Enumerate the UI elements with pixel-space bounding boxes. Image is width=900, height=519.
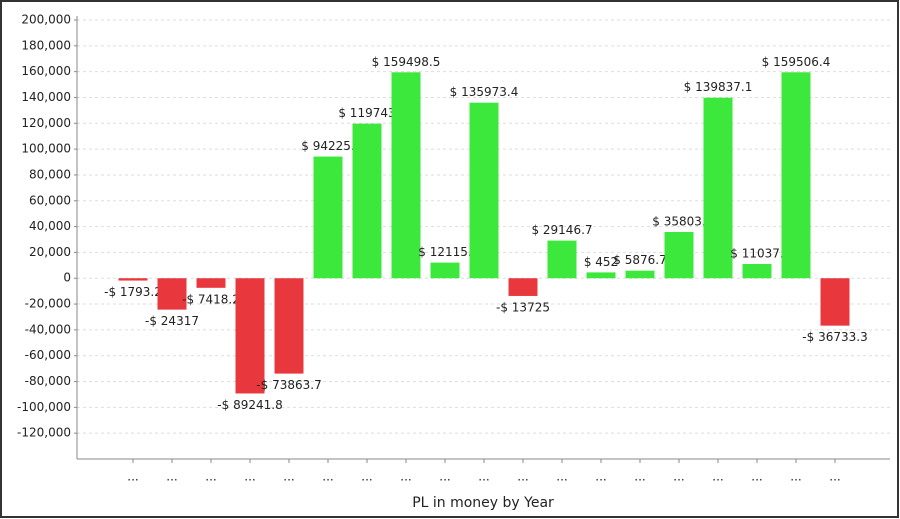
y-tick-label: -80,000 bbox=[25, 374, 71, 388]
data-label: -$ 36733.3 bbox=[802, 330, 867, 344]
x-axis-label: PL in money by Year bbox=[412, 495, 554, 511]
x-tick-label: ... bbox=[673, 470, 684, 484]
bar bbox=[820, 278, 850, 326]
data-label: -$ 73863.7 bbox=[256, 378, 321, 392]
data-label: -$ 13725 bbox=[496, 300, 550, 314]
data-label: $ 135973.4 bbox=[450, 85, 519, 99]
bar bbox=[430, 262, 460, 279]
y-tick-label: 40,000 bbox=[29, 219, 71, 233]
bar bbox=[469, 102, 499, 279]
y-tick-label: 120,000 bbox=[21, 116, 71, 130]
data-label: $ 452 bbox=[584, 255, 618, 269]
y-tick-label: 180,000 bbox=[21, 38, 71, 52]
data-label: -$ 89241.8 bbox=[217, 398, 282, 412]
y-tick-label: 200,000 bbox=[21, 13, 71, 27]
bar bbox=[781, 72, 811, 279]
data-label: $ 119743 bbox=[338, 106, 395, 120]
y-tick-label: -60,000 bbox=[25, 348, 71, 362]
bar bbox=[547, 240, 577, 279]
x-tick-label: ... bbox=[439, 470, 450, 484]
y-tick-label: 0 bbox=[63, 271, 71, 285]
bar bbox=[508, 278, 538, 296]
y-tick-label: 20,000 bbox=[29, 245, 71, 259]
x-tick-label: ... bbox=[205, 470, 216, 484]
data-label: $ 29146.7 bbox=[531, 223, 592, 237]
data-label: -$ 1793.2 bbox=[104, 285, 162, 299]
bar bbox=[352, 123, 382, 279]
x-tick-label: ... bbox=[244, 470, 255, 484]
bar bbox=[313, 156, 343, 279]
data-label: -$ 24317 bbox=[145, 314, 199, 328]
x-tick-label: ... bbox=[166, 470, 177, 484]
bar bbox=[391, 72, 421, 279]
bar bbox=[664, 232, 694, 279]
x-tick-label: ... bbox=[595, 470, 606, 484]
y-tick-label: -100,000 bbox=[17, 400, 71, 414]
y-tick-label: -20,000 bbox=[25, 297, 71, 311]
bar bbox=[196, 278, 226, 288]
data-label: $ 139837.1 bbox=[684, 80, 753, 94]
bar bbox=[274, 278, 304, 374]
bar bbox=[703, 97, 733, 279]
x-tick-label: ... bbox=[634, 470, 645, 484]
x-tick-label: ... bbox=[712, 470, 723, 484]
bar bbox=[118, 278, 148, 281]
data-label: $ 12115. bbox=[418, 245, 471, 259]
bar bbox=[586, 272, 616, 279]
bar bbox=[157, 278, 187, 310]
x-tick-label: ... bbox=[517, 470, 528, 484]
x-tick-label: ... bbox=[829, 470, 840, 484]
x-tick-label: ... bbox=[127, 470, 138, 484]
data-label: $ 159498.5 bbox=[372, 55, 441, 69]
y-tick-label: 140,000 bbox=[21, 90, 71, 104]
x-tick-label: ... bbox=[322, 470, 333, 484]
y-tick-label: 100,000 bbox=[21, 142, 71, 156]
bar bbox=[625, 270, 655, 279]
x-tick-label: ... bbox=[751, 470, 762, 484]
y-tick-label: 160,000 bbox=[21, 64, 71, 78]
y-tick-label: -120,000 bbox=[17, 426, 71, 440]
x-tick-label: ... bbox=[556, 470, 567, 484]
data-label: $ 94225. bbox=[301, 139, 354, 153]
data-label: $ 159506.4 bbox=[762, 55, 831, 69]
data-label: -$ 7418.2 bbox=[182, 292, 240, 306]
y-tick-label: 80,000 bbox=[29, 167, 71, 181]
x-tick-label: ... bbox=[283, 470, 294, 484]
bar bbox=[742, 263, 772, 279]
bar bbox=[235, 278, 265, 394]
x-tick-label: ... bbox=[790, 470, 801, 484]
data-label: $ 5876.7 bbox=[613, 253, 666, 267]
data-label: $ 11037. bbox=[730, 246, 783, 260]
data-label: $ 35803. bbox=[652, 215, 705, 229]
x-tick-label: ... bbox=[361, 470, 372, 484]
x-tick-label: ... bbox=[478, 470, 489, 484]
y-tick-label: -40,000 bbox=[25, 322, 71, 336]
y-tick-label: 60,000 bbox=[29, 193, 71, 207]
x-tick-label: ... bbox=[400, 470, 411, 484]
